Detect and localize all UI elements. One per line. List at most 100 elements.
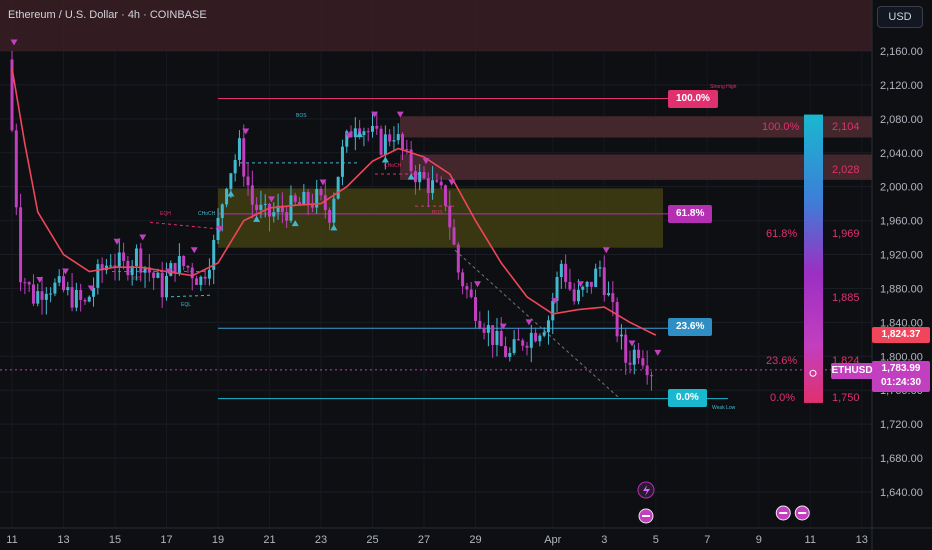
candle-body [87,296,91,302]
fib-left-618: 61.8% [766,228,798,240]
candle-body [207,269,211,279]
sell-signal-marker [654,349,662,356]
x-tick-label: 21 [263,534,275,546]
candle-body [555,276,559,301]
sell-signal-marker [113,238,121,245]
candle-body [546,320,550,333]
supply-zone-top [0,0,872,51]
gradient-marker-icon [809,369,817,377]
buy-signal-marker [356,131,364,138]
sell-signal-marker [499,323,507,330]
candle-body [371,125,374,132]
us-flag-event-icon [642,515,650,517]
x-tick-label: 29 [469,534,481,546]
candle-body [525,345,529,348]
supply-zone [400,154,872,180]
candle-body [100,264,104,271]
x-tick-label: 19 [212,534,224,546]
candle-body [57,276,61,283]
y-tick-label: 2,080.00 [880,114,923,126]
candle-body [594,268,598,287]
candle-body [156,272,160,278]
x-tick-label: 3 [601,534,607,546]
candle-body [246,176,250,186]
sell-signal-marker [190,247,198,254]
candle-body [280,205,284,213]
candle-body [315,189,319,208]
sell-signal-marker [319,179,327,186]
candle-body [289,195,293,221]
sell-signal-marker [396,111,404,118]
candle-body [62,276,65,291]
candle-body [109,265,113,267]
candle-body [508,352,512,357]
candle-body [268,203,271,217]
candle-body [564,263,568,282]
x-tick-label: 17 [160,534,172,546]
candle-body [122,252,126,261]
candle-body [465,286,469,290]
us-flag-event-icon [798,512,807,514]
sell-signal-marker [602,247,610,254]
fib-gradient-bar [804,114,823,403]
sell-signal-marker [62,268,69,275]
candle-body [388,134,392,142]
candle-body [607,293,611,296]
x-tick-label: 15 [109,534,121,546]
candle-body [353,128,357,138]
x-tick-label: 27 [418,534,430,546]
us-flag-event-icon [779,512,788,514]
candle-body [44,293,48,300]
candle-body [383,134,387,155]
candle-body [173,263,177,274]
label-bos: BOS [432,210,443,216]
label-bos: BOS [131,276,142,282]
candle-body [401,134,405,150]
candle-body [190,267,194,279]
candle-body [255,204,259,211]
buy-signal-marker [330,224,338,231]
candle-body [589,281,593,287]
candle-body [229,173,233,189]
candle-body [328,209,332,223]
currency-selector[interactable]: USD [877,6,923,28]
x-tick-label: 11 [805,534,816,546]
candle-body [182,255,186,266]
candle-body [74,289,78,308]
y-tick-label: 1,800.00 [880,351,923,363]
candle-body [83,299,87,302]
sell-signal-marker [139,234,147,241]
sell-signal-marker [216,226,224,233]
candle-body [628,362,632,365]
candle-body [409,149,413,172]
label-choch: CHoCH [384,163,402,169]
fib-tag-618: 61.8% [668,205,713,223]
y-tick-label: 2,160.00 [880,46,923,58]
candle-body [49,293,53,295]
candle-body [619,334,623,337]
candle-body [10,59,14,131]
x-tick-label: 23 [315,534,327,546]
y-tick-label: 1,640.00 [880,487,923,499]
x-tick-label: Apr [544,534,561,546]
y-tick-label: 1,920.00 [880,250,923,262]
candle-body [332,198,336,223]
sell-signal-marker [10,39,18,46]
candle-body [439,181,443,186]
eql-line [164,294,213,298]
candle-body [195,278,199,285]
candle-body [298,201,302,205]
candle-body [310,205,314,208]
candle-body [134,248,138,267]
y-tick-label: 1,960.00 [880,216,923,228]
sell-signal-marker [525,319,533,326]
x-tick-label: 25 [366,534,378,546]
candle-body [572,289,576,302]
fib-tag-100: 100.0% [668,90,718,108]
candle-body [126,260,130,276]
label-choch: CHoCH [198,211,216,217]
sell-signal-marker [628,340,636,347]
sell-signal-marker [242,128,250,135]
candle-body [345,131,349,147]
